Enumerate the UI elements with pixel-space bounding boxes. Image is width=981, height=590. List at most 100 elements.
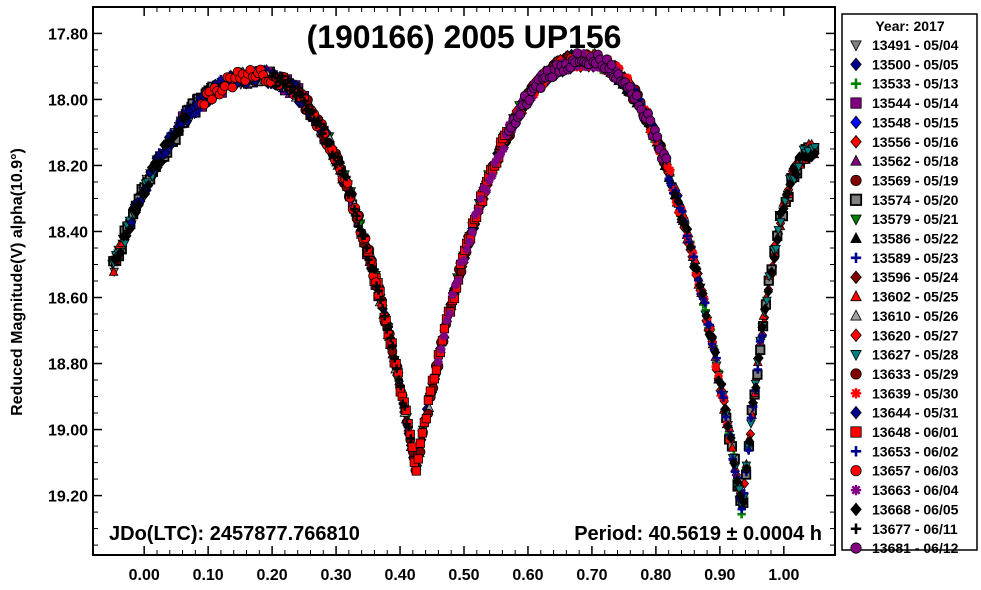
data-point bbox=[462, 244, 471, 254]
data-point bbox=[771, 244, 781, 255]
data-point bbox=[300, 96, 309, 106]
x-tick-label: 0.10 bbox=[193, 567, 224, 584]
data-point bbox=[459, 256, 469, 265]
legend-marker bbox=[850, 134, 862, 149]
data-point bbox=[380, 312, 389, 321]
data-point bbox=[741, 463, 752, 475]
chart-title: (190166) 2005 UP156 bbox=[307, 19, 622, 55]
x-tick-label: 0.70 bbox=[576, 567, 607, 584]
data-point bbox=[326, 138, 335, 148]
data-point bbox=[499, 144, 508, 154]
data-point bbox=[702, 315, 712, 325]
legend-label: 13500 - 05/05 bbox=[872, 56, 959, 72]
data-point bbox=[744, 436, 755, 448]
data-point bbox=[716, 378, 727, 391]
legend-label: 13491 - 05/04 bbox=[872, 37, 959, 53]
y-tick-label: 19.20 bbox=[48, 489, 88, 506]
legend-label: 13596 - 05/24 bbox=[872, 269, 959, 285]
data-point bbox=[160, 147, 171, 160]
legend-label: 13677 - 06/11 bbox=[872, 521, 958, 537]
legend-label: 13548 - 05/15 bbox=[872, 114, 959, 130]
data-point bbox=[705, 320, 715, 330]
data-point bbox=[623, 73, 633, 82]
data-point bbox=[318, 129, 327, 138]
data-point bbox=[652, 131, 663, 142]
data-point bbox=[758, 331, 767, 340]
data-point bbox=[701, 298, 710, 307]
data-point bbox=[108, 266, 119, 276]
legend-marker bbox=[850, 465, 862, 477]
data-point bbox=[378, 304, 387, 313]
x-tick-label: 0.60 bbox=[512, 567, 543, 584]
data-point bbox=[719, 393, 728, 402]
data-point bbox=[721, 412, 731, 422]
data-point bbox=[390, 354, 399, 363]
data-point bbox=[471, 210, 480, 219]
data-point bbox=[411, 466, 421, 476]
data-point bbox=[442, 316, 452, 325]
legend: Year: 2017 13491 - 05/04 13500 - 05/05 135… bbox=[841, 13, 978, 556]
data-point bbox=[352, 211, 361, 221]
data-point bbox=[288, 82, 297, 91]
data-point bbox=[692, 263, 702, 275]
data-point bbox=[723, 420, 733, 432]
epoch-annotation: JDo(LTC): 2457877.766810 bbox=[109, 523, 360, 545]
data-point bbox=[578, 49, 588, 58]
data-point bbox=[791, 168, 801, 181]
legend-marker bbox=[850, 328, 862, 343]
legend-marker bbox=[849, 193, 863, 206]
data-point bbox=[181, 111, 191, 124]
data-point bbox=[134, 199, 144, 211]
data-point bbox=[773, 226, 784, 236]
data-point bbox=[606, 59, 617, 70]
legend-marker bbox=[850, 426, 862, 438]
data-point bbox=[689, 252, 699, 262]
y-axis-label: Reduced Magnitude(V) alpha(10.9°) bbox=[9, 148, 26, 416]
legend-marker bbox=[850, 40, 862, 52]
data-point bbox=[374, 286, 383, 295]
legend-marker bbox=[850, 97, 862, 109]
data-point bbox=[392, 364, 401, 373]
data-point bbox=[363, 244, 373, 255]
legend-marker bbox=[850, 214, 862, 226]
legend-marker bbox=[850, 115, 862, 130]
data-point bbox=[661, 153, 672, 164]
data-point bbox=[535, 83, 546, 94]
data-point bbox=[779, 202, 789, 215]
x-tick-label: 0.20 bbox=[257, 567, 288, 584]
legend-marker bbox=[850, 154, 862, 166]
data-point bbox=[448, 290, 457, 300]
data-point bbox=[336, 158, 345, 168]
data-point bbox=[720, 403, 730, 415]
data-point bbox=[746, 413, 756, 423]
data-point bbox=[350, 204, 359, 214]
data-point bbox=[631, 90, 642, 101]
x-tick-label: 0.50 bbox=[448, 567, 479, 584]
data-point bbox=[785, 178, 795, 191]
data-point bbox=[394, 375, 403, 384]
legend-label: 13668 - 06/05 bbox=[872, 501, 959, 517]
data-point bbox=[772, 234, 783, 246]
data-point bbox=[174, 125, 185, 137]
data-point bbox=[308, 107, 317, 116]
data-point bbox=[710, 346, 721, 359]
data-point bbox=[140, 188, 151, 200]
data-point bbox=[199, 99, 210, 110]
data-point bbox=[283, 75, 293, 85]
data-point bbox=[425, 386, 435, 396]
data-point bbox=[473, 206, 483, 215]
legend-label: 13648 - 06/01 bbox=[872, 424, 959, 440]
data-point bbox=[738, 496, 749, 508]
data-point bbox=[732, 475, 742, 487]
data-point bbox=[407, 442, 417, 452]
legend-label: 13627 - 05/28 bbox=[872, 347, 959, 363]
data-point bbox=[298, 90, 307, 99]
data-point bbox=[131, 206, 141, 218]
data-point bbox=[734, 485, 745, 495]
data-point bbox=[493, 153, 503, 162]
legend-marker bbox=[850, 502, 862, 517]
data-point bbox=[437, 345, 446, 354]
data-point bbox=[271, 81, 281, 91]
data-point bbox=[400, 402, 409, 411]
